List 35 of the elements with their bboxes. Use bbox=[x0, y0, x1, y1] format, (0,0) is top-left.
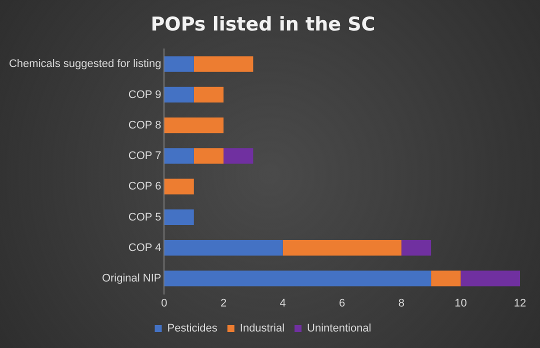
x-tick-label: 2 bbox=[220, 297, 227, 310]
y-tick-label: COP 7 bbox=[128, 150, 162, 162]
bar bbox=[164, 270, 432, 286]
x-tick-label: 4 bbox=[280, 297, 286, 310]
bar bbox=[460, 270, 520, 286]
bar bbox=[164, 86, 194, 103]
bar bbox=[164, 56, 194, 72]
y-tick-label: COP 9 bbox=[128, 88, 162, 101]
legend-label: Pesticides bbox=[167, 322, 218, 335]
x-tick-label: 10 bbox=[454, 297, 467, 310]
bar bbox=[282, 240, 402, 256]
bar bbox=[164, 240, 283, 256]
bar bbox=[194, 148, 224, 164]
bar bbox=[164, 178, 194, 194]
x-tick-label: 6 bbox=[339, 297, 346, 310]
bar bbox=[164, 209, 194, 226]
bar bbox=[224, 148, 254, 164]
y-tick-label: COP 4 bbox=[128, 242, 162, 254]
bar bbox=[194, 86, 224, 103]
y-tick-label: COP 8 bbox=[128, 119, 162, 132]
y-tick-label: COP 5 bbox=[128, 211, 162, 224]
legend-label: Industrial bbox=[240, 322, 285, 335]
y-tick-label: Chemicals suggested for listing bbox=[8, 58, 162, 70]
y-tick-label: Original NIP bbox=[102, 272, 162, 285]
x-tick-label: 12 bbox=[514, 297, 526, 310]
chart-title: POPs listed in the SC bbox=[150, 13, 376, 36]
bar bbox=[164, 148, 194, 164]
legend-label: Unintentional bbox=[307, 322, 372, 335]
bar bbox=[431, 270, 461, 286]
bar bbox=[194, 56, 254, 72]
bar bbox=[164, 118, 224, 134]
y-tick-label: COP 6 bbox=[128, 180, 162, 193]
bar bbox=[401, 240, 432, 256]
x-tick-label: 0 bbox=[161, 297, 168, 310]
x-tick-label: 8 bbox=[398, 297, 404, 310]
